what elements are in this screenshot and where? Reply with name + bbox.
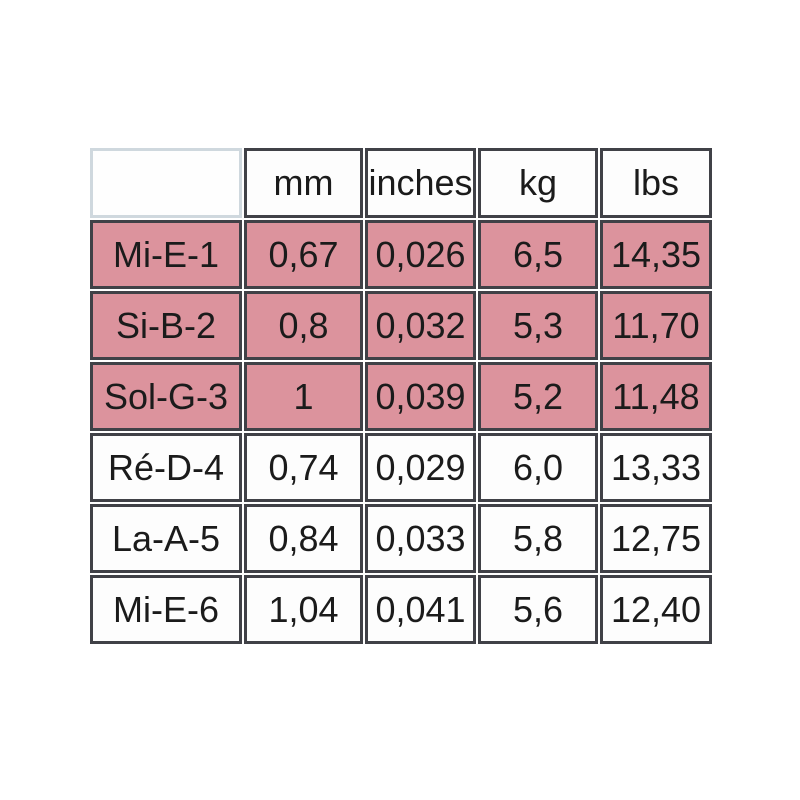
row-label: Mi-E-6: [90, 575, 242, 644]
row-label: Si-B-2: [90, 291, 242, 360]
cell-mm: 1,04: [244, 575, 363, 644]
cell-kg: 5,3: [478, 291, 598, 360]
header-row: mm inches kg lbs: [90, 148, 712, 218]
cell-inches: 0,041: [365, 575, 476, 644]
col-header-inches: inches: [365, 148, 476, 218]
cell-mm: 0,8: [244, 291, 363, 360]
cell-inches: 0,039: [365, 362, 476, 431]
row-label: Ré-D-4: [90, 433, 242, 502]
cell-lbs: 12,40: [600, 575, 712, 644]
cell-mm: 0,84: [244, 504, 363, 573]
row-label: La-A-5: [90, 504, 242, 573]
col-header-mm: mm: [244, 148, 363, 218]
string-spec-table-container: mm inches kg lbs Mi-E-1 0,67 0,026 6,5 1…: [88, 146, 714, 646]
corner-cell: [90, 148, 242, 218]
cell-lbs: 11,70: [600, 291, 712, 360]
cell-mm: 1: [244, 362, 363, 431]
table-row-mi-e-6: Mi-E-6 1,04 0,041 5,6 12,40: [90, 575, 712, 644]
cell-lbs: 12,75: [600, 504, 712, 573]
cell-kg: 5,6: [478, 575, 598, 644]
table-row-re-d-4: Ré-D-4 0,74 0,029 6,0 13,33: [90, 433, 712, 502]
row-label: Sol-G-3: [90, 362, 242, 431]
cell-lbs: 11,48: [600, 362, 712, 431]
string-spec-table: mm inches kg lbs Mi-E-1 0,67 0,026 6,5 1…: [88, 146, 714, 646]
cell-inches: 0,032: [365, 291, 476, 360]
cell-inches: 0,033: [365, 504, 476, 573]
cell-kg: 6,5: [478, 220, 598, 289]
table-row-mi-e-1: Mi-E-1 0,67 0,026 6,5 14,35: [90, 220, 712, 289]
cell-mm: 0,67: [244, 220, 363, 289]
col-header-kg: kg: [478, 148, 598, 218]
col-header-lbs: lbs: [600, 148, 712, 218]
cell-kg: 5,8: [478, 504, 598, 573]
cell-lbs: 14,35: [600, 220, 712, 289]
table-row-la-a-5: La-A-5 0,84 0,033 5,8 12,75: [90, 504, 712, 573]
cell-kg: 5,2: [478, 362, 598, 431]
table-row-si-b-2: Si-B-2 0,8 0,032 5,3 11,70: [90, 291, 712, 360]
cell-inches: 0,029: [365, 433, 476, 502]
cell-mm: 0,74: [244, 433, 363, 502]
cell-lbs: 13,33: [600, 433, 712, 502]
row-label: Mi-E-1: [90, 220, 242, 289]
table-row-sol-g-3: Sol-G-3 1 0,039 5,2 11,48: [90, 362, 712, 431]
cell-inches: 0,026: [365, 220, 476, 289]
cell-kg: 6,0: [478, 433, 598, 502]
